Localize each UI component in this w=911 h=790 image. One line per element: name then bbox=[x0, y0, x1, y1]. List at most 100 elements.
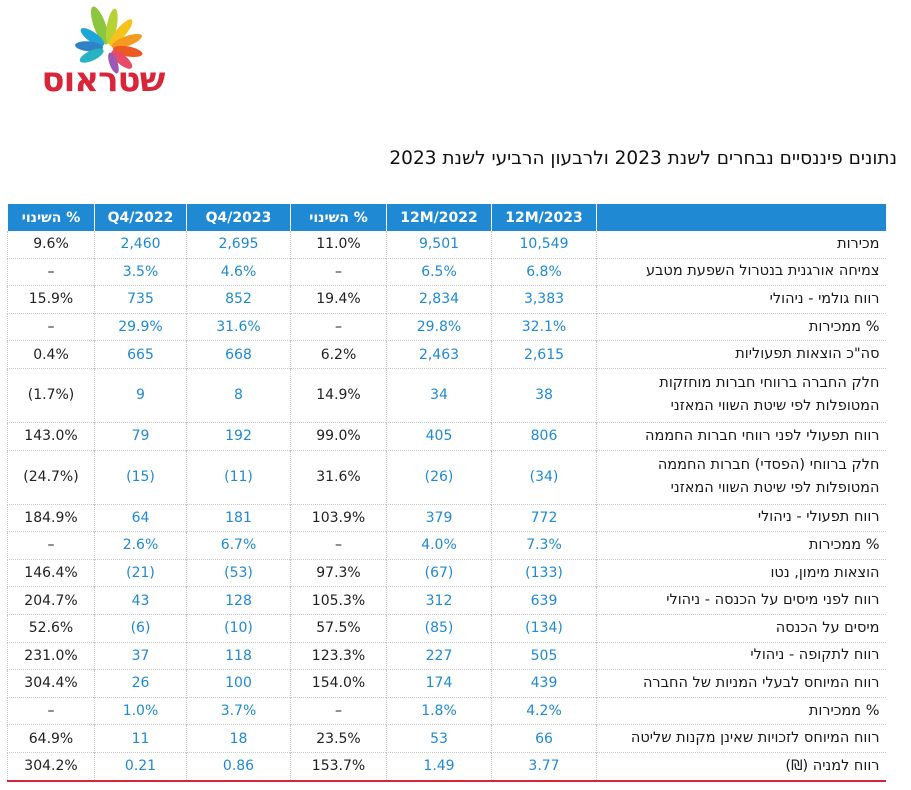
table-cell: 231.0% bbox=[7, 642, 95, 671]
table-cell: 0.4% bbox=[7, 340, 95, 369]
table-cell: 2,834 bbox=[386, 285, 492, 314]
table-cell: 19.4% bbox=[290, 285, 387, 314]
row-label: רווח המיוחס לבעלי המניות של החברה bbox=[596, 669, 886, 698]
table-cell: – bbox=[290, 258, 387, 287]
table-row: רווח המיוחס לבעלי המניות של החברה 439 174 1… bbox=[7, 669, 886, 698]
table-cell: 79 bbox=[94, 422, 187, 451]
table-cell: 18 bbox=[186, 724, 291, 753]
row-label: רווח תפעולי - ניהולי bbox=[596, 504, 886, 533]
table-cell: 6.8% bbox=[491, 258, 597, 287]
table-cell: 772 bbox=[491, 504, 597, 533]
table-cell: 99.0% bbox=[290, 422, 387, 451]
table-cell: 3.7% bbox=[186, 697, 291, 726]
table-cell: 23.5% bbox=[290, 724, 387, 753]
header-change-annual: % השינוי bbox=[290, 204, 387, 231]
table-cell: 9.6% bbox=[7, 231, 95, 259]
table-cell: 7.3% bbox=[491, 531, 597, 560]
table-cell: 15.9% bbox=[7, 285, 95, 314]
page-title: נתונים פיננסיים נבחרים לשנת 2023 ולרבעון… bbox=[389, 148, 897, 169]
table-cell: 43 bbox=[94, 586, 187, 615]
financial-table: 12M/2023 12M/2022 % השינוי Q4/2023 Q4/20… bbox=[7, 204, 886, 782]
table-cell: (67) bbox=[386, 559, 492, 588]
company-logo: שטראוס bbox=[22, 2, 182, 110]
table-row: הוצאות מימון, נטו (133) (67) 97.3% (53) (21) 1… bbox=[7, 559, 886, 588]
row-label: % ממכירות bbox=[596, 313, 886, 342]
table-row: רווח למניה (₪) 3.77 1.49 153.7% 0.86 0.21 304.… bbox=[7, 752, 886, 782]
row-label: רווח תפעולי לפני רווחי חברות החממה bbox=[596, 422, 886, 451]
row-label: רווח לתקופה - ניהולי bbox=[596, 642, 886, 671]
table-cell: (53) bbox=[186, 559, 291, 588]
table-cell: 103.9% bbox=[290, 504, 387, 533]
table-cell: 52.6% bbox=[7, 614, 95, 643]
table-cell: 204.7% bbox=[7, 586, 95, 615]
table-cell: 2,463 bbox=[386, 340, 492, 369]
table-cell: 10,549 bbox=[491, 231, 597, 259]
table-cell: 32.1% bbox=[491, 313, 597, 342]
table-cell: 304.4% bbox=[7, 669, 95, 698]
table-cell: 6.7% bbox=[186, 531, 291, 560]
row-label: הוצאות מימון, נטו bbox=[596, 559, 886, 588]
table-cell: (85) bbox=[386, 614, 492, 643]
table-cell: 66 bbox=[491, 724, 597, 753]
table-cell: 64.9% bbox=[7, 724, 95, 753]
table-cell: (10) bbox=[186, 614, 291, 643]
table-header-row: 12M/2023 12M/2022 % השינוי Q4/2023 Q4/20… bbox=[7, 204, 886, 231]
table-cell: 11.0% bbox=[290, 231, 387, 259]
table-cell: 2.6% bbox=[94, 531, 187, 560]
table-cell: 439 bbox=[491, 669, 597, 698]
table-cell: 639 bbox=[491, 586, 597, 615]
table-row: רווח גולמי - ניהולי 3,383 2,834 19.4% 852 735… bbox=[7, 285, 886, 314]
table-cell: 735 bbox=[94, 285, 187, 314]
table-cell: 128 bbox=[186, 586, 291, 615]
row-label: מכירות bbox=[596, 231, 886, 259]
table-cell: 4.2% bbox=[491, 697, 597, 726]
table-cell: (11) bbox=[186, 450, 291, 505]
header-12m-2022: 12M/2022 bbox=[386, 204, 492, 231]
row-label: סה"כ הוצאות תפעוליות bbox=[596, 340, 886, 369]
table-cell: 9,501 bbox=[386, 231, 492, 259]
table-cell: 379 bbox=[386, 504, 492, 533]
table-cell: 34 bbox=[386, 368, 492, 423]
table-cell: – bbox=[7, 313, 95, 342]
table-cell: 852 bbox=[186, 285, 291, 314]
table-row: % ממכירות 7.3% 4.0% –6.7% 2.6% – bbox=[7, 531, 886, 560]
table-row: מיסים על הכנסה (134) (85) 57.5% (10) (6) 52.6% bbox=[7, 614, 886, 643]
table-cell: 227 bbox=[386, 642, 492, 671]
logo-wordmark: שטראוס bbox=[41, 60, 166, 100]
table-cell: – bbox=[7, 258, 95, 287]
table-cell: 37 bbox=[94, 642, 187, 671]
table-row: רווח תפעולי לפני רווחי חברות החממה 806 405… bbox=[7, 422, 886, 451]
table-cell: 3,383 bbox=[491, 285, 597, 314]
table-cell: 57.5% bbox=[290, 614, 387, 643]
table-cell: 123.3% bbox=[290, 642, 387, 671]
table-cell: 0.21 bbox=[94, 752, 187, 782]
table-cell: 2,695 bbox=[186, 231, 291, 259]
table-cell: 143.0% bbox=[7, 422, 95, 451]
table-cell: 29.8% bbox=[386, 313, 492, 342]
table-cell: 174 bbox=[386, 669, 492, 698]
table-cell: 9 bbox=[94, 368, 187, 423]
table-cell: (6) bbox=[94, 614, 187, 643]
table-cell: 118 bbox=[186, 642, 291, 671]
table-cell: 53 bbox=[386, 724, 492, 753]
table-cell: 26 bbox=[94, 669, 187, 698]
table-cell: 3.5% bbox=[94, 258, 187, 287]
table-cell: 153.7% bbox=[290, 752, 387, 782]
table-cell: 11 bbox=[94, 724, 187, 753]
row-label: רווח גולמי - ניהולי bbox=[596, 285, 886, 314]
table-cell: – bbox=[290, 697, 387, 726]
table-cell: 1.8% bbox=[386, 697, 492, 726]
table-cell: 3.77 bbox=[491, 752, 597, 782]
row-label: % ממכירות bbox=[596, 531, 886, 560]
table-cell: 0.86 bbox=[186, 752, 291, 782]
table-row: רווח תפעולי - ניהולי 772 379 103.9% 181 64 184… bbox=[7, 504, 886, 533]
table-cell: – bbox=[290, 313, 387, 342]
table-cell: 312 bbox=[386, 586, 492, 615]
header-q4-2022: Q4/2022 bbox=[94, 204, 187, 231]
table-cell: 105.3% bbox=[290, 586, 387, 615]
table-cell: 4.0% bbox=[386, 531, 492, 560]
table-row: רווח לפני מיסים על הכנסה - ניהולי 639 312 1… bbox=[7, 586, 886, 615]
row-label: צמיחה אורגנית בנטרול השפעת מטבע bbox=[596, 258, 886, 287]
table-row: % ממכירות 32.1% 29.8% –31.6% 29.9% – bbox=[7, 313, 886, 342]
table-cell: 6.2% bbox=[290, 340, 387, 369]
